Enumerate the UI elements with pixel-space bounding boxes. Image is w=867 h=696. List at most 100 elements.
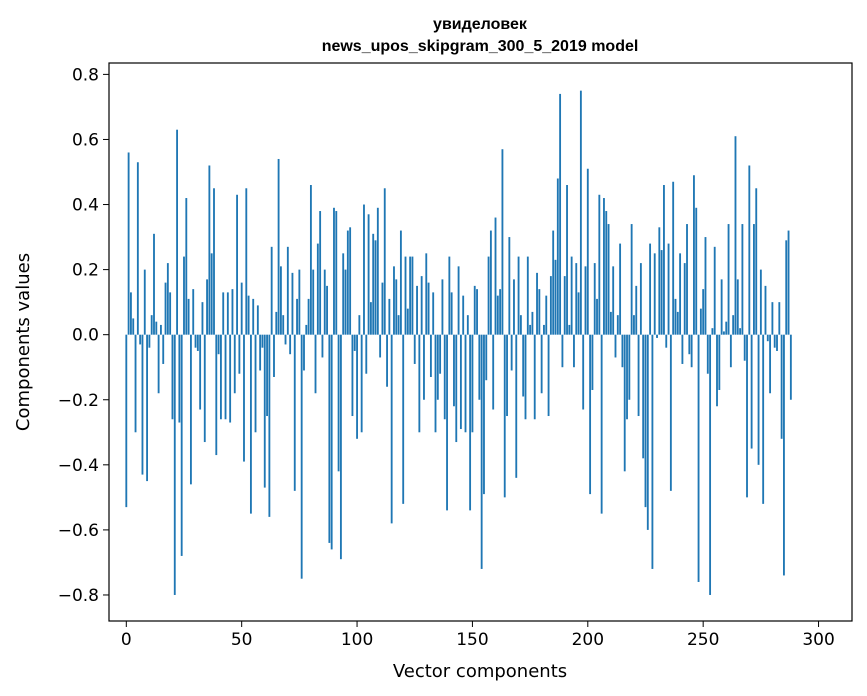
bar (289, 334, 292, 355)
bar (506, 334, 508, 417)
bar (434, 334, 437, 433)
bar (284, 334, 287, 345)
bar (623, 334, 626, 472)
bar (261, 334, 264, 348)
bar (134, 334, 137, 433)
bar (203, 334, 206, 443)
bar (176, 129, 178, 335)
bar (688, 334, 691, 355)
bar (612, 266, 615, 335)
bar (231, 289, 234, 335)
bar (323, 269, 326, 335)
bar (446, 334, 448, 511)
bar (219, 334, 222, 420)
bar (681, 334, 684, 364)
bar (356, 334, 358, 439)
bar (466, 315, 469, 335)
bar (577, 292, 580, 335)
bar (536, 272, 538, 335)
bar (513, 279, 515, 335)
bar (381, 282, 384, 335)
bar (273, 334, 275, 377)
bar (533, 334, 536, 420)
bar (757, 334, 760, 465)
bar (672, 181, 675, 335)
bar (603, 198, 605, 335)
bar (778, 302, 781, 335)
bar (344, 269, 347, 335)
bar (457, 266, 460, 335)
bar (693, 175, 695, 335)
bar (711, 328, 714, 335)
bar (266, 334, 268, 417)
bar (143, 269, 146, 335)
x-tick-label: 200 (572, 630, 604, 650)
bar (411, 256, 414, 335)
bar (674, 298, 677, 335)
bar (153, 233, 155, 335)
bar (556, 178, 559, 335)
bar (259, 334, 262, 371)
bar (713, 246, 716, 335)
bar (614, 334, 617, 358)
bar (496, 295, 499, 335)
bar (582, 334, 585, 410)
bar (531, 311, 534, 335)
bar (637, 334, 640, 417)
bar (771, 302, 774, 335)
bar (658, 227, 661, 335)
bar (333, 207, 335, 335)
y-tick-label: −0.6 (58, 521, 99, 541)
bar (483, 334, 485, 495)
x-tick-label: 0 (121, 630, 132, 650)
bar (189, 334, 192, 485)
bar (296, 298, 298, 335)
bar (519, 315, 522, 335)
bar (605, 211, 608, 335)
bar (649, 243, 652, 335)
bar (586, 168, 589, 335)
bar (547, 334, 550, 417)
bar (575, 263, 578, 335)
bar (651, 334, 654, 569)
bar (607, 224, 610, 335)
y-tick-label: −0.4 (58, 456, 99, 476)
bar (568, 324, 571, 335)
bar (529, 324, 532, 335)
bar (393, 266, 395, 335)
bar (600, 334, 603, 514)
bar (746, 334, 748, 498)
bar (316, 243, 319, 335)
bar (732, 315, 735, 335)
bar (598, 194, 601, 335)
bar (549, 276, 552, 335)
bar (157, 334, 160, 394)
bar (766, 334, 769, 342)
chart-subtitle: news_upos_skipgram_300_5_2019 model (322, 38, 639, 55)
bar (321, 334, 324, 358)
bar (540, 334, 543, 394)
bar (369, 302, 372, 335)
bar (753, 224, 755, 335)
bar (141, 334, 144, 475)
bar (367, 214, 370, 335)
bar (736, 279, 739, 335)
bar (286, 246, 289, 335)
y-tick-label: 0.8 (72, 65, 99, 85)
bar (609, 311, 612, 335)
bar (238, 334, 241, 374)
bar (314, 334, 317, 394)
bar (621, 334, 624, 368)
y-tick-label: 0.0 (72, 326, 99, 346)
bar (676, 311, 679, 335)
bar (727, 224, 730, 335)
bar (476, 289, 478, 335)
bar (388, 298, 391, 335)
bar (335, 211, 338, 335)
bar (418, 334, 421, 433)
bar (185, 198, 188, 335)
bar (663, 185, 665, 335)
bar (196, 334, 199, 351)
bar (349, 227, 352, 335)
